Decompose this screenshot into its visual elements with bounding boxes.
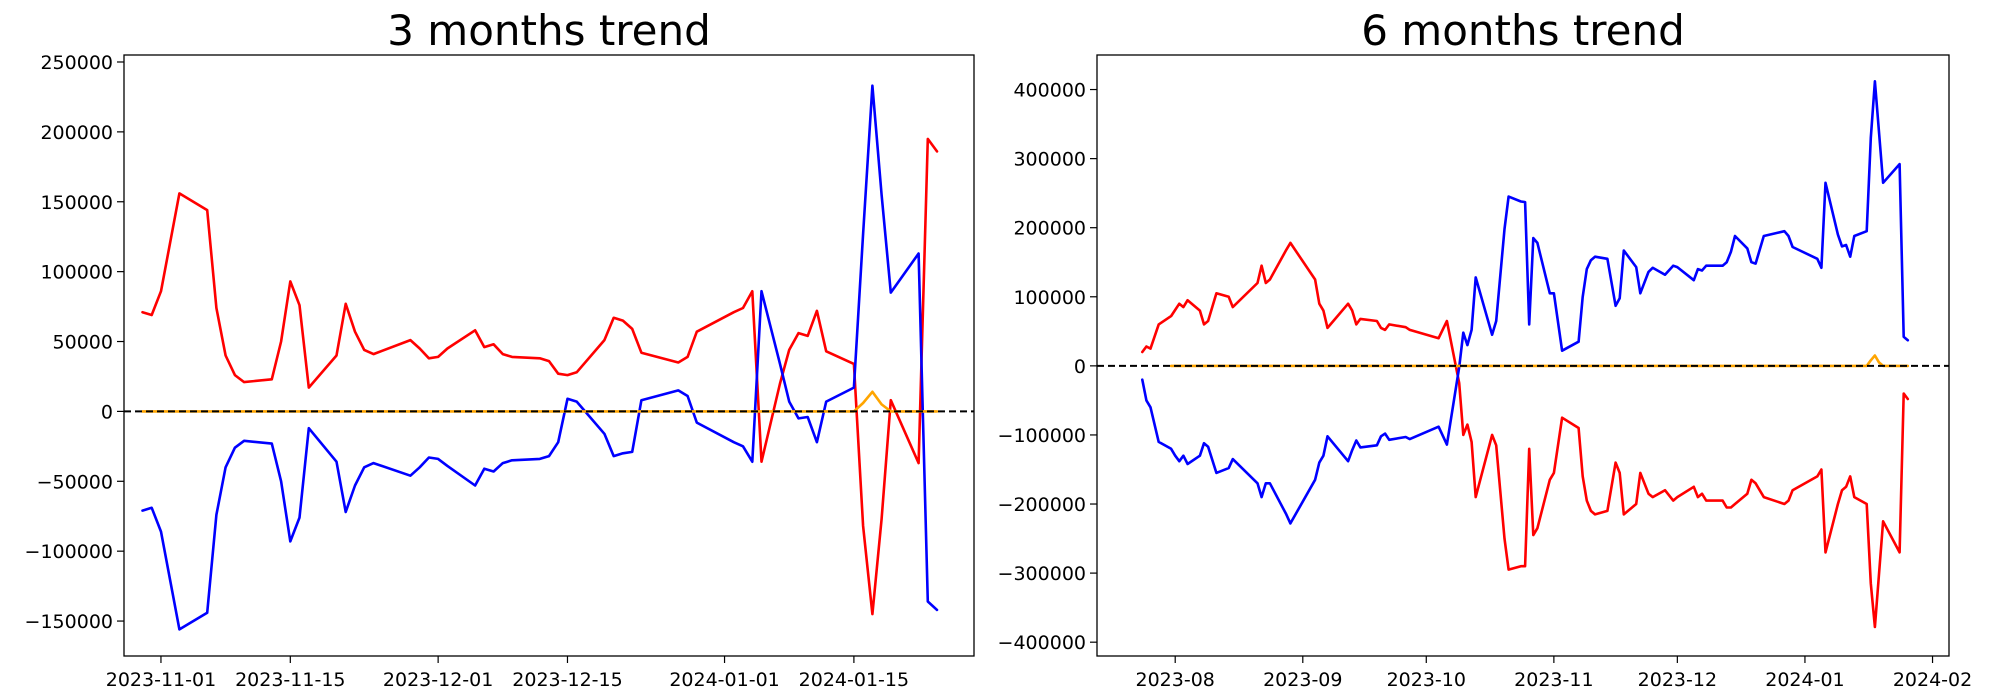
- series-line-1: [1141, 80, 1910, 525]
- chart-panel-3-months: 3 months trend −150000 −100000 −50000 0 5000…: [25, 6, 975, 691]
- y-tick-label: −150000: [25, 611, 113, 633]
- y-tick-label: 200000: [1013, 218, 1086, 240]
- x-tick-label: 2023-11-01: [106, 669, 216, 691]
- chart-panel-6-months: 6 months trend −400000 −300000 −200000 −100…: [998, 6, 1973, 691]
- y-tick-label: 200000: [40, 122, 113, 144]
- x-axis: 2023-08 2023-09 2023-10 2023-11 2023-12 2024-…: [1136, 656, 1972, 691]
- y-tick-label: −300000: [998, 563, 1086, 585]
- series-line-1: [141, 84, 939, 631]
- y-tick-label: 100000: [1013, 287, 1086, 309]
- axes-frame: [1096, 54, 1950, 657]
- chart-title: 3 months trend: [387, 6, 711, 55]
- y-tick-label: −100000: [25, 541, 113, 563]
- y-tick-label: −100000: [998, 425, 1086, 447]
- plot-area: [1097, 80, 1949, 629]
- y-tick-label: −50000: [37, 471, 113, 493]
- chart-title: 6 months trend: [1361, 6, 1685, 55]
- x-tick-label: 2023-10: [1387, 669, 1466, 691]
- x-tick-label: 2023-11-15: [235, 669, 345, 691]
- y-tick-label: 0: [1074, 356, 1086, 378]
- x-axis: 2023-11-01 2023-11-15 2023-12-01 2023-12-15…: [106, 656, 909, 691]
- x-tick-label: 2023-08: [1136, 669, 1215, 691]
- y-tick-label: 100000: [40, 262, 113, 284]
- y-tick-label: 0: [101, 401, 113, 423]
- series-group: [1097, 80, 1949, 629]
- y-tick-label: 50000: [53, 332, 113, 354]
- series-line-2: [1169, 354, 1910, 368]
- x-tick-label: 2023-12-01: [383, 669, 493, 691]
- y-tick-label: 250000: [40, 52, 113, 74]
- series-line-0: [141, 137, 939, 616]
- x-tick-label: 2024-02: [1893, 669, 1972, 691]
- series-group: [124, 84, 974, 631]
- y-tick-label: 300000: [1013, 149, 1086, 171]
- y-axis: −150000 −100000 −50000 0 50000 100000 150000 20…: [25, 52, 124, 633]
- y-tick-label: 150000: [40, 192, 113, 214]
- y-tick-label: 400000: [1013, 80, 1086, 102]
- x-tick-label: 2023-12-15: [512, 669, 622, 691]
- axes-frame: [123, 54, 975, 657]
- plot-area: [124, 84, 974, 631]
- x-tick-label: 2024-01-15: [799, 669, 909, 691]
- series-line-0: [1141, 241, 1910, 629]
- x-tick-label: 2024-01: [1765, 669, 1844, 691]
- x-tick-label: 2023-12: [1638, 669, 1717, 691]
- y-axis: −400000 −300000 −200000 −100000 0 100000 20000…: [998, 80, 1097, 654]
- x-tick-label: 2023-11: [1514, 669, 1593, 691]
- series-line-2: [141, 390, 939, 413]
- x-tick-label: 2023-09: [1263, 669, 1342, 691]
- y-tick-label: −400000: [998, 632, 1086, 654]
- y-tick-label: −200000: [998, 494, 1086, 516]
- x-tick-label: 2024-01-01: [669, 669, 779, 691]
